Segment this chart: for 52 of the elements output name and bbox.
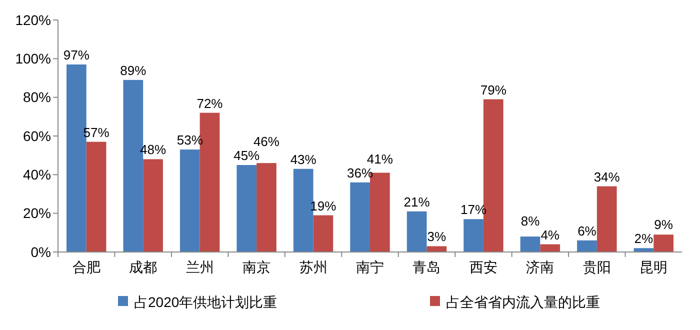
bar — [540, 244, 560, 252]
bar — [313, 215, 334, 252]
data-label: 79% — [480, 82, 507, 98]
x-tick-label: 成都 — [129, 259, 158, 275]
bar — [256, 163, 276, 252]
bar — [464, 219, 484, 252]
x-tick-label: 西安 — [469, 259, 498, 275]
bar — [406, 211, 427, 252]
bar — [596, 186, 617, 252]
y-tick-label: 100% — [15, 50, 51, 67]
bar — [577, 240, 597, 252]
data-label: 4% — [540, 227, 560, 242]
data-label: 89% — [120, 62, 147, 78]
x-tick-label: 昆明 — [640, 259, 668, 275]
bar — [426, 246, 447, 252]
data-label: 72% — [196, 96, 224, 111]
bar — [520, 236, 540, 252]
data-label: 6% — [578, 223, 597, 238]
legend-label: 占全省省内流入量的比重 — [446, 294, 600, 310]
y-tick-label: 80% — [22, 89, 51, 106]
x-tick-label: 青岛 — [412, 259, 441, 275]
data-label: 9% — [654, 217, 674, 232]
data-label: 2% — [634, 231, 654, 246]
y-tick-label: 120% — [15, 12, 51, 28]
data-label: 34% — [594, 169, 620, 184]
x-tick-label: 苏州 — [299, 259, 328, 275]
x-tick-label: 南宁 — [356, 259, 384, 275]
y-tick-label: 60% — [22, 128, 51, 144]
bar — [350, 182, 370, 252]
x-tick-label: 南京 — [242, 259, 271, 275]
bar — [143, 159, 163, 252]
x-tick-label: 合肥 — [72, 259, 100, 275]
legend-label: 占2020年供地计划比重 — [134, 294, 278, 310]
data-label: 21% — [404, 194, 430, 210]
bar — [236, 165, 257, 252]
bar — [86, 142, 106, 252]
x-tick-label: 济南 — [526, 259, 554, 275]
data-label: 97% — [63, 47, 90, 62]
data-label: 3% — [427, 229, 446, 244]
data-label: 36% — [347, 165, 374, 180]
y-tick-label: 40% — [22, 166, 51, 183]
x-tick-label: 贵阳 — [582, 259, 611, 275]
data-label: 46% — [253, 134, 280, 149]
x-tick-label: 兰州 — [186, 259, 214, 275]
data-label: 41% — [366, 151, 394, 166]
y-tick-label: 0% — [30, 244, 51, 260]
y-tick-label: 20% — [22, 205, 51, 222]
bar — [654, 234, 674, 252]
data-label: 43% — [290, 152, 317, 167]
data-label: 45% — [234, 148, 260, 163]
data-label: 8% — [520, 213, 540, 228]
bar — [180, 150, 200, 252]
